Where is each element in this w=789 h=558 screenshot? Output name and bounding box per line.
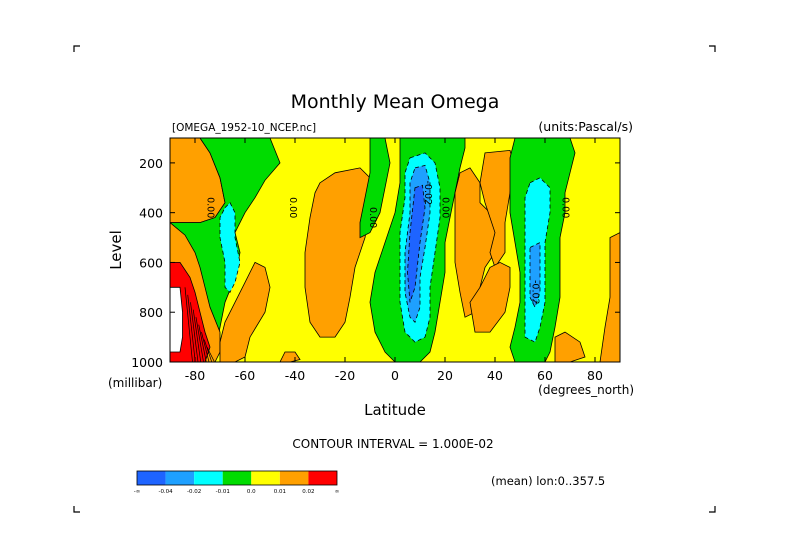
colorbar-swatch (222, 471, 252, 485)
x-axis-label: Latitude (364, 401, 426, 419)
contour-region-6 (219, 261, 271, 362)
colorbar-swatch (251, 471, 280, 485)
colorbar: -∞ -0.04 -0.02 -0.01 0.0 0.01 0.02 ∞ (134, 470, 340, 495)
x-tick-label: 40 (487, 368, 503, 383)
contour-interval-label: CONTOUR INTERVAL = 1.000E-02 (292, 437, 493, 451)
contour-hatch (198, 324, 207, 362)
crop-marks (73, 45, 716, 513)
contour-labels: 0.00 0.00 0.00 -0.02 0.00 0.00 -0.02 (205, 181, 571, 305)
y-tick-label: 400 (139, 206, 163, 221)
colorbar-label: -∞ (134, 489, 141, 495)
contour-hatch (206, 346, 215, 362)
colorbar-label: -0.02 (187, 489, 201, 495)
x-tick-label: 20 (437, 368, 453, 383)
colorbar-label: -0.04 (158, 489, 173, 495)
contour-region-14 (469, 261, 511, 333)
y-tick-label: 600 (139, 255, 163, 270)
colorbar-label: -0.01 (216, 489, 230, 495)
contour-region-8 (359, 138, 391, 239)
colorbar-swatch (308, 471, 337, 485)
contour-core-0 (407, 184, 426, 303)
colorbar-label: 0.0 (247, 489, 256, 495)
contour-region-18 (554, 331, 586, 362)
contour-hatch (187, 294, 196, 362)
footer-label: (mean) lon:0..357.5 (491, 474, 605, 488)
plot-area: 0.00 0.00 0.00 -0.02 0.00 0.00 -0.02 (169, 137, 621, 363)
x-tick-label: 0 (391, 368, 399, 383)
x-ticks: -80 -60 -40 -20 0 20 40 60 80 (185, 138, 603, 383)
contour-label: 0.00 (367, 207, 378, 228)
contour-region-4 (170, 286, 183, 353)
contour-region-17 (529, 241, 541, 309)
colorbar-label: 0.01 (274, 489, 286, 495)
file-label: [OMEGA_1952-10_NCEP.nc] (172, 122, 316, 134)
y-ticks: 200 400 600 800 1000 (131, 156, 620, 370)
contour-label: -0.02 (422, 181, 433, 206)
contour-label: 0.00 (205, 197, 216, 218)
colorbar-swatch (194, 471, 223, 485)
contour-label: 0.00 (560, 197, 571, 218)
colorbar-frame (136, 470, 338, 486)
y-axis-label: Level (107, 230, 125, 270)
y-units-label: (millibar) (108, 376, 162, 390)
colorbar-swatch (137, 471, 166, 485)
y-tick-label: 800 (139, 305, 163, 320)
contour-region-12 (454, 167, 496, 318)
x-tick-label: 60 (537, 368, 553, 383)
colorbar-swatch (279, 471, 309, 485)
contour-hatch (203, 339, 213, 362)
contour-label: -0.02 (530, 280, 541, 305)
colorbar-label: 0.02 (302, 489, 314, 495)
contour-label: 0.00 (440, 197, 451, 218)
units-label: (units:Pascal/s) (538, 119, 633, 134)
x-tick-label: -20 (335, 368, 355, 383)
x-tick-label: -60 (235, 368, 255, 383)
chart-title: Monthly Mean Omega (291, 91, 500, 113)
contour-region-19 (599, 232, 620, 362)
contour-label: 0.00 (287, 197, 298, 218)
contour-fills (170, 138, 620, 362)
y-tick-label: 1000 (131, 355, 163, 370)
x-tick-label: -40 (285, 368, 305, 383)
contour-hatch (190, 302, 199, 362)
y-tick-label: 200 (139, 156, 163, 171)
x-tick-label: -80 (185, 368, 205, 383)
contour-hatch (192, 309, 202, 362)
contour-region-7 (304, 167, 371, 338)
contour-hatch (184, 287, 193, 362)
colorbar-swatch (165, 471, 195, 485)
x-tick-label: 80 (587, 368, 603, 383)
x-units-label: (degrees_north) (538, 383, 634, 397)
contour-hatch (201, 332, 210, 362)
contour-hatch (195, 317, 204, 362)
colorbar-label: ∞ (335, 489, 340, 495)
contour-region-5 (219, 202, 241, 293)
